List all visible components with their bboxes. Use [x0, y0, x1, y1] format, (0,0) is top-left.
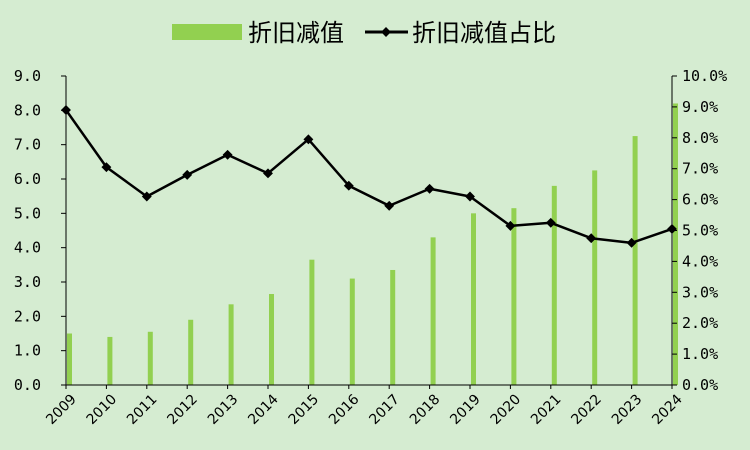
- line-point-2014: [263, 168, 273, 179]
- y-right-tick-label: 4.0%: [682, 252, 718, 270]
- y-right-tick-label: 5.0%: [682, 222, 718, 240]
- y-right-tick-label: 3.0%: [682, 283, 718, 301]
- tick-labels-group: 0.0 1.0 2.0 3.0 4.0 5.0 6.0 7.0 8.0 9.0 0.0% 1.0% 2.…: [14, 67, 727, 428]
- bar-2012: [188, 319, 194, 385]
- y-right-tick-label: 9.0%: [682, 98, 718, 116]
- legend-line-marker: [381, 27, 391, 37]
- y-left-tick-label: 5.0: [14, 204, 41, 222]
- bar-2017: [390, 269, 396, 385]
- bar-2018: [430, 237, 436, 385]
- bars-group: [67, 103, 678, 385]
- y-right-tick-label: 0.0%: [682, 376, 718, 394]
- x-tick-label-2016: 2016: [326, 391, 363, 428]
- x-tick-label-2010: 2010: [84, 391, 121, 428]
- x-tick-label-2021: 2021: [528, 391, 565, 428]
- line-point-2018: [424, 183, 435, 194]
- line-point-2024: [667, 224, 677, 234]
- y-right-tick-label: 8.0%: [682, 129, 718, 147]
- x-tick-label-2020: 2020: [488, 391, 525, 428]
- legend-bar-label: 折旧减值: [248, 19, 344, 47]
- x-tick-label-2011: 2011: [124, 391, 161, 428]
- y-left-tick-label: 7.0: [14, 136, 41, 154]
- bar-2010: [107, 336, 113, 385]
- line-point-2010: [101, 162, 112, 173]
- bar-2023: [632, 136, 638, 385]
- x-tick-label-2014: 2014: [245, 391, 282, 428]
- x-tick-label-2023: 2023: [609, 391, 646, 428]
- bar-2019: [471, 213, 476, 385]
- legend-bar-swatch: [172, 24, 242, 40]
- y-right-tick-label: 2.0%: [682, 314, 718, 332]
- line-point-2012: [182, 169, 193, 180]
- x-tick-label-2022: 2022: [568, 391, 605, 428]
- line-series-path: [64, 109, 673, 245]
- y-left-tick-label: 6.0: [14, 170, 41, 188]
- line-point-2023: [626, 237, 637, 248]
- x-tick-label-2018: 2018: [407, 391, 444, 428]
- y-left-tick-label: 9.0: [14, 67, 41, 85]
- bar-2013: [228, 304, 234, 385]
- bar-2014: [269, 294, 274, 385]
- line-point-2019: [465, 191, 475, 202]
- bar-2009: [67, 333, 72, 385]
- legend: 折旧减值 折旧减值占比: [172, 19, 556, 47]
- x-tick-label-2012: 2012: [164, 391, 201, 428]
- bar-2024: [673, 103, 678, 385]
- y-left-tick-label: 0.0: [14, 376, 41, 394]
- x-tick-label-2015: 2015: [286, 391, 323, 428]
- line-point-2021: [545, 217, 556, 228]
- x-tick-label-2013: 2013: [205, 391, 242, 428]
- y-left-tick-label: 4.0: [14, 239, 41, 257]
- line-point-2016: [343, 180, 354, 191]
- axes-group: [61, 75, 677, 389]
- bar-2011: [147, 331, 153, 385]
- line-point-2011: [141, 191, 152, 202]
- x-tick-label-2019: 2019: [447, 391, 484, 428]
- x-tick-label-2009: 2009: [43, 391, 80, 428]
- bar-2020: [511, 208, 517, 385]
- y-right-tick-label: 7.0%: [682, 160, 718, 178]
- y-left-tick-label: 1.0: [14, 342, 41, 360]
- y-left-tick-label: 3.0: [14, 273, 41, 291]
- line-point-2013: [222, 149, 233, 160]
- y-left-tick-label: 2.0: [14, 307, 41, 325]
- legend-line-label: 折旧减值占比: [412, 19, 556, 47]
- line-point-2020: [505, 220, 516, 231]
- y-left-tick-label: 8.0: [14, 101, 41, 119]
- line-point-2015: [303, 134, 314, 145]
- line-point-2009: [61, 105, 71, 115]
- bar-2021: [551, 185, 557, 385]
- y-right-tick-label: 6.0%: [682, 191, 718, 209]
- line-point-2017: [384, 200, 395, 211]
- bar-2022: [592, 170, 598, 385]
- x-tick-label-2024: 2024: [649, 391, 686, 428]
- x-tick-label-2017: 2017: [366, 391, 403, 428]
- line-series-group: [61, 105, 677, 248]
- y-right-tick-label: 10.0%: [682, 67, 727, 85]
- bar-2015: [309, 259, 315, 385]
- line-point-2022: [586, 233, 597, 244]
- bar-2016: [349, 278, 355, 385]
- y-right-tick-label: 1.0%: [682, 345, 718, 363]
